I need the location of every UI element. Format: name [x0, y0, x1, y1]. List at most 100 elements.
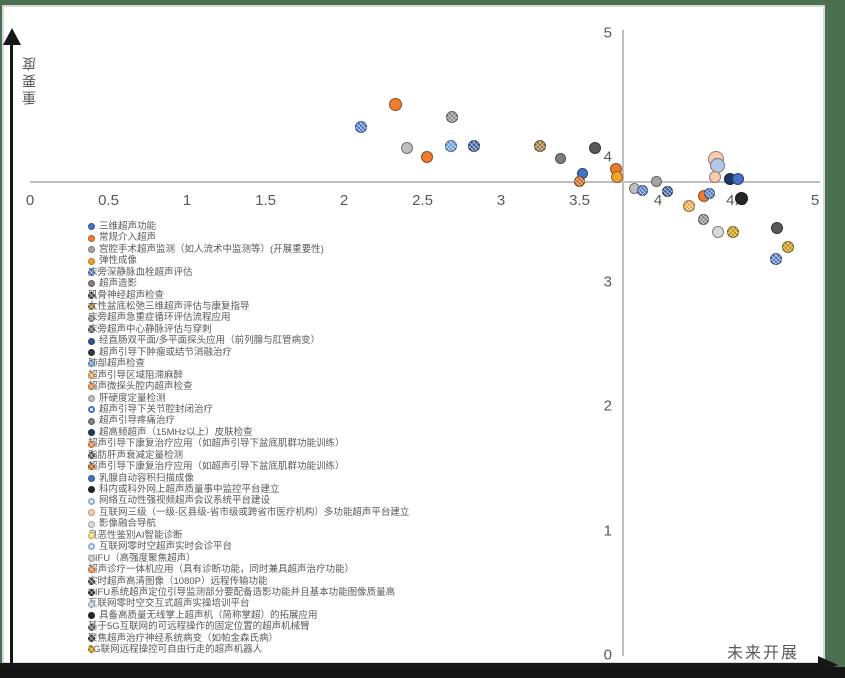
- x-tick-label: 3.5: [569, 192, 590, 209]
- legend-label: 肌骨神经超声检查: [88, 289, 165, 301]
- legend-marker-icon: [88, 337, 95, 345]
- legend-item: 经直肠双平面/多平面探头应用（前列腺与肛管病变）: [88, 335, 409, 346]
- scatter-point: [574, 176, 585, 188]
- legend-marker-icon: [88, 543, 95, 551]
- y-tick-label: 2: [603, 397, 612, 415]
- legend-label: 实时超声高清图像（1080P）远程传输功能: [88, 575, 268, 587]
- legend-item: 互联网零时空超声实时会诊平台: [88, 541, 409, 552]
- legend-item: 肝硬度定量检测: [88, 393, 409, 404]
- legend-item: 良恶性鉴别AI智能诊断: [88, 530, 409, 541]
- x-tick-label: 0: [25, 192, 35, 209]
- scatter-point: [683, 199, 696, 212]
- x-tick-label: 1: [182, 192, 192, 209]
- x-tick-label: 2.5: [412, 192, 433, 209]
- legend-item: 超声造影: [88, 278, 409, 289]
- legend-item: 具备高质量无线掌上超声机（简称掌超）的拓展应用: [88, 610, 409, 621]
- scatter-point: [611, 170, 624, 183]
- importance-arrow-shaft: [10, 44, 13, 666]
- legend-item: 乳腺自动容积扫描成像: [88, 473, 409, 484]
- legend-marker-icon: [88, 406, 95, 414]
- x-axis-line: [30, 181, 820, 183]
- legend-marker-icon: [88, 246, 95, 254]
- legend-label: 互联网零时空交互式超声实操培训平台: [88, 598, 250, 610]
- legend-marker-icon: [88, 623, 95, 631]
- legend-label: HIFU（高强度聚焦超声）: [88, 552, 196, 564]
- legend-marker-icon: [88, 383, 95, 391]
- legend-label: 超声引导区域阻滞麻醉: [88, 369, 184, 381]
- legend-marker-icon: [88, 291, 95, 299]
- legend-label: 床旁超声急重症循环评估流程应用: [88, 312, 231, 324]
- scatter-point: [636, 185, 648, 197]
- legend-label: 超高频超声（15MHz以上）皮肤检查: [99, 426, 253, 438]
- legend-label: 超声引导下康复治疗应用（如超声引导下盆底肌群功能训练）: [88, 461, 345, 473]
- legend-item: 肌骨神经超声检查: [88, 290, 409, 301]
- legend-label: 超声引导下康复治疗应用（如超声引导下盆底肌群功能训练）: [88, 438, 345, 450]
- scatter-point: [661, 186, 673, 198]
- scatter-point: [771, 221, 784, 234]
- scatter-point: [782, 240, 795, 253]
- legend-label: 常规介入超声: [99, 232, 157, 244]
- y-tick-label: 0: [603, 646, 612, 664]
- legend-label: 宫腔手术超声监测（如人流术中监测等）(开展重要性): [99, 243, 324, 255]
- scatter-point: [400, 142, 413, 155]
- legend-label: 弹性成像: [99, 255, 138, 267]
- y-axis-title: 重要度: [21, 54, 37, 105]
- legend-label: 女性盆底松弛三维超声评估与康复指导: [88, 301, 250, 313]
- future-arrow-right-icon: [818, 656, 838, 674]
- legend-marker-icon: [88, 520, 95, 528]
- legend-label: 科内或科外网上超声质量事中监控平台建立: [99, 484, 280, 496]
- legend-marker-icon: [88, 440, 95, 448]
- legend-marker-icon: [88, 371, 95, 379]
- legend-label: 超声引导下关节腔封闭治疗: [99, 403, 214, 415]
- legend-marker-icon: [88, 589, 95, 597]
- scatter-point: [732, 173, 745, 186]
- legend-marker-icon: [88, 349, 95, 357]
- y-tick-label: 3: [603, 273, 612, 290]
- legend-label: 超声微探头腔内超声检查: [88, 381, 193, 393]
- legend-item: 超声引导下关节腔封闭治疗: [88, 404, 409, 415]
- legend-marker-icon: [88, 451, 95, 459]
- scatter-point: [727, 225, 740, 238]
- scatter-point: [589, 142, 602, 155]
- legend-marker-icon: [88, 268, 95, 276]
- legend-item: 宫腔手术超声监测（如人流术中监测等）(开展重要性): [88, 244, 409, 255]
- legend-item: 超声诊疗一体机应用（具有诊断功能，同时兼具超声治疗功能）: [88, 564, 409, 575]
- legend-label: 超声引导疼痛治疗: [99, 415, 176, 427]
- legend-item: 女性盆底松弛三维超声评估与康复指导: [88, 301, 409, 312]
- legend-label: 影像融合导航: [99, 518, 157, 530]
- scatter-point: [650, 176, 662, 188]
- x-tick-label: 5: [810, 192, 820, 209]
- legend-marker-icon: [88, 646, 95, 654]
- legend-item: HIFU（高强度聚焦超声）: [88, 553, 409, 564]
- scatter-point: [534, 139, 547, 152]
- legend-marker-icon: [88, 417, 95, 425]
- legend-label: 聚焦超声治疗神经系统病变（如帕金森氏病）: [88, 632, 279, 644]
- legend-item: 超声引导下肿瘤或结节消融治疗: [88, 347, 409, 358]
- y-tick-label: 4: [603, 148, 612, 166]
- scatter-point: [468, 139, 481, 152]
- legend-marker-icon: [88, 474, 95, 482]
- legend-marker-icon: [88, 577, 95, 585]
- legend-item: 三维超声功能: [88, 221, 409, 232]
- x-tick-label: 1.5: [255, 192, 276, 209]
- legend-label: HIFU系统超声定位引导监测部分要配备造影功能并且基本功能图像质量高: [88, 586, 396, 598]
- legend-marker-icon: [88, 600, 95, 608]
- legend-marker-icon: [88, 223, 95, 231]
- legend-label: 超声诊疗一体机应用（具有诊断功能，同时兼具超声治疗功能）: [88, 564, 355, 576]
- scatter-point: [555, 152, 567, 164]
- legend-marker-icon: [88, 486, 95, 494]
- legend-item: HIFU系统超声定位引导监测部分要配备造影功能并且基本功能图像质量高: [88, 587, 409, 598]
- legend-label: 互联网三级（一级-区县级-省市级或跨省市医疗机构）多功能超声平台建立: [99, 506, 410, 518]
- legend-label: 超声引导下肿瘤或结节消融治疗: [99, 346, 233, 358]
- chart-paper: [2, 5, 825, 664]
- legend-label: 网络互动性强视频超声会议系统平台建设: [99, 495, 271, 507]
- scatter-point: [421, 151, 434, 163]
- legend-item: 超高频超声（15MHz以上）皮肤检查: [88, 427, 409, 438]
- legend-label: 肺部超声检查: [88, 358, 146, 370]
- scatter-point: [698, 213, 710, 225]
- x-tick-label: 4: [653, 192, 663, 209]
- x-tick-label: 3: [496, 192, 506, 209]
- legend-label: 经直肠双平面/多平面探头应用（前列腺与肛管病变）: [99, 335, 321, 347]
- legend-item: 5G联网远程操控可自由行走的超声机器人: [88, 644, 409, 655]
